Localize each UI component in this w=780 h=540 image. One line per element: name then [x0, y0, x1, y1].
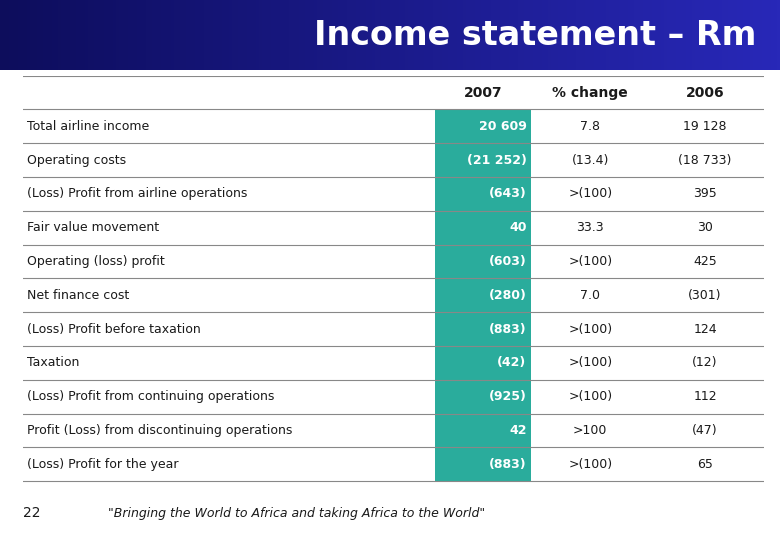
Text: 20 609: 20 609 [479, 120, 526, 133]
Bar [434, 380, 531, 414]
Bar [434, 346, 531, 380]
Text: Net finance cost: Net finance cost [27, 289, 129, 302]
Text: >(100): >(100) [568, 390, 612, 403]
Bar [434, 110, 531, 143]
Text: 30: 30 [697, 221, 713, 234]
Text: 42: 42 [509, 424, 526, 437]
Text: (603): (603) [489, 255, 526, 268]
Text: (47): (47) [693, 424, 718, 437]
Text: (21 252): (21 252) [466, 153, 526, 167]
Text: (12): (12) [693, 356, 718, 369]
Text: 7.8: 7.8 [580, 120, 601, 133]
Bar [434, 279, 531, 312]
Text: 19 128: 19 128 [683, 120, 727, 133]
Bar [434, 312, 531, 346]
Text: (925): (925) [488, 390, 526, 403]
Text: >(100): >(100) [568, 322, 612, 336]
Text: (Loss) Profit from continuing operations: (Loss) Profit from continuing operations [27, 390, 275, 403]
Text: 40: 40 [509, 221, 526, 234]
Text: >(100): >(100) [568, 255, 612, 268]
Text: (Loss) Profit from airline operations: (Loss) Profit from airline operations [27, 187, 247, 200]
Text: 22: 22 [23, 506, 41, 520]
Text: >(100): >(100) [568, 187, 612, 200]
Text: (883): (883) [489, 322, 526, 336]
Text: Total airline income: Total airline income [27, 120, 149, 133]
Bar [434, 211, 531, 245]
Text: 7.0: 7.0 [580, 289, 601, 302]
Text: (42): (42) [498, 356, 526, 369]
Bar [434, 177, 531, 211]
Text: Fair value movement: Fair value movement [27, 221, 159, 234]
Bar [434, 414, 531, 448]
Bar [434, 245, 531, 279]
Text: Taxation: Taxation [27, 356, 80, 369]
Text: 395: 395 [693, 187, 717, 200]
Bar [434, 448, 531, 481]
Text: (18 733): (18 733) [679, 153, 732, 167]
Text: 65: 65 [697, 458, 713, 471]
Text: 425: 425 [693, 255, 717, 268]
Text: 124: 124 [693, 322, 717, 336]
Text: Operating (loss) profit: Operating (loss) profit [27, 255, 165, 268]
Text: 2007: 2007 [463, 85, 502, 99]
Text: (301): (301) [689, 289, 722, 302]
Text: (280): (280) [488, 289, 526, 302]
Text: >100: >100 [573, 424, 608, 437]
Bar [434, 143, 531, 177]
Text: >(100): >(100) [568, 458, 612, 471]
Text: (Loss) Profit for the year: (Loss) Profit for the year [27, 458, 179, 471]
Text: Operating costs: Operating costs [27, 153, 126, 167]
Text: >(100): >(100) [568, 356, 612, 369]
Text: "Bringing the World to Africa and taking Africa to the World": "Bringing the World to Africa and taking… [108, 507, 485, 519]
Text: % change: % change [552, 85, 628, 99]
Text: Profit (Loss) from discontinuing operations: Profit (Loss) from discontinuing operati… [27, 424, 292, 437]
Text: Income statement – Rm: Income statement – Rm [314, 18, 757, 52]
Text: 33.3: 33.3 [576, 221, 604, 234]
Text: 2006: 2006 [686, 85, 725, 99]
Text: 112: 112 [693, 390, 717, 403]
Text: (643): (643) [489, 187, 526, 200]
Text: (883): (883) [489, 458, 526, 471]
Text: (Loss) Profit before taxation: (Loss) Profit before taxation [27, 322, 201, 336]
Text: (13.4): (13.4) [572, 153, 609, 167]
